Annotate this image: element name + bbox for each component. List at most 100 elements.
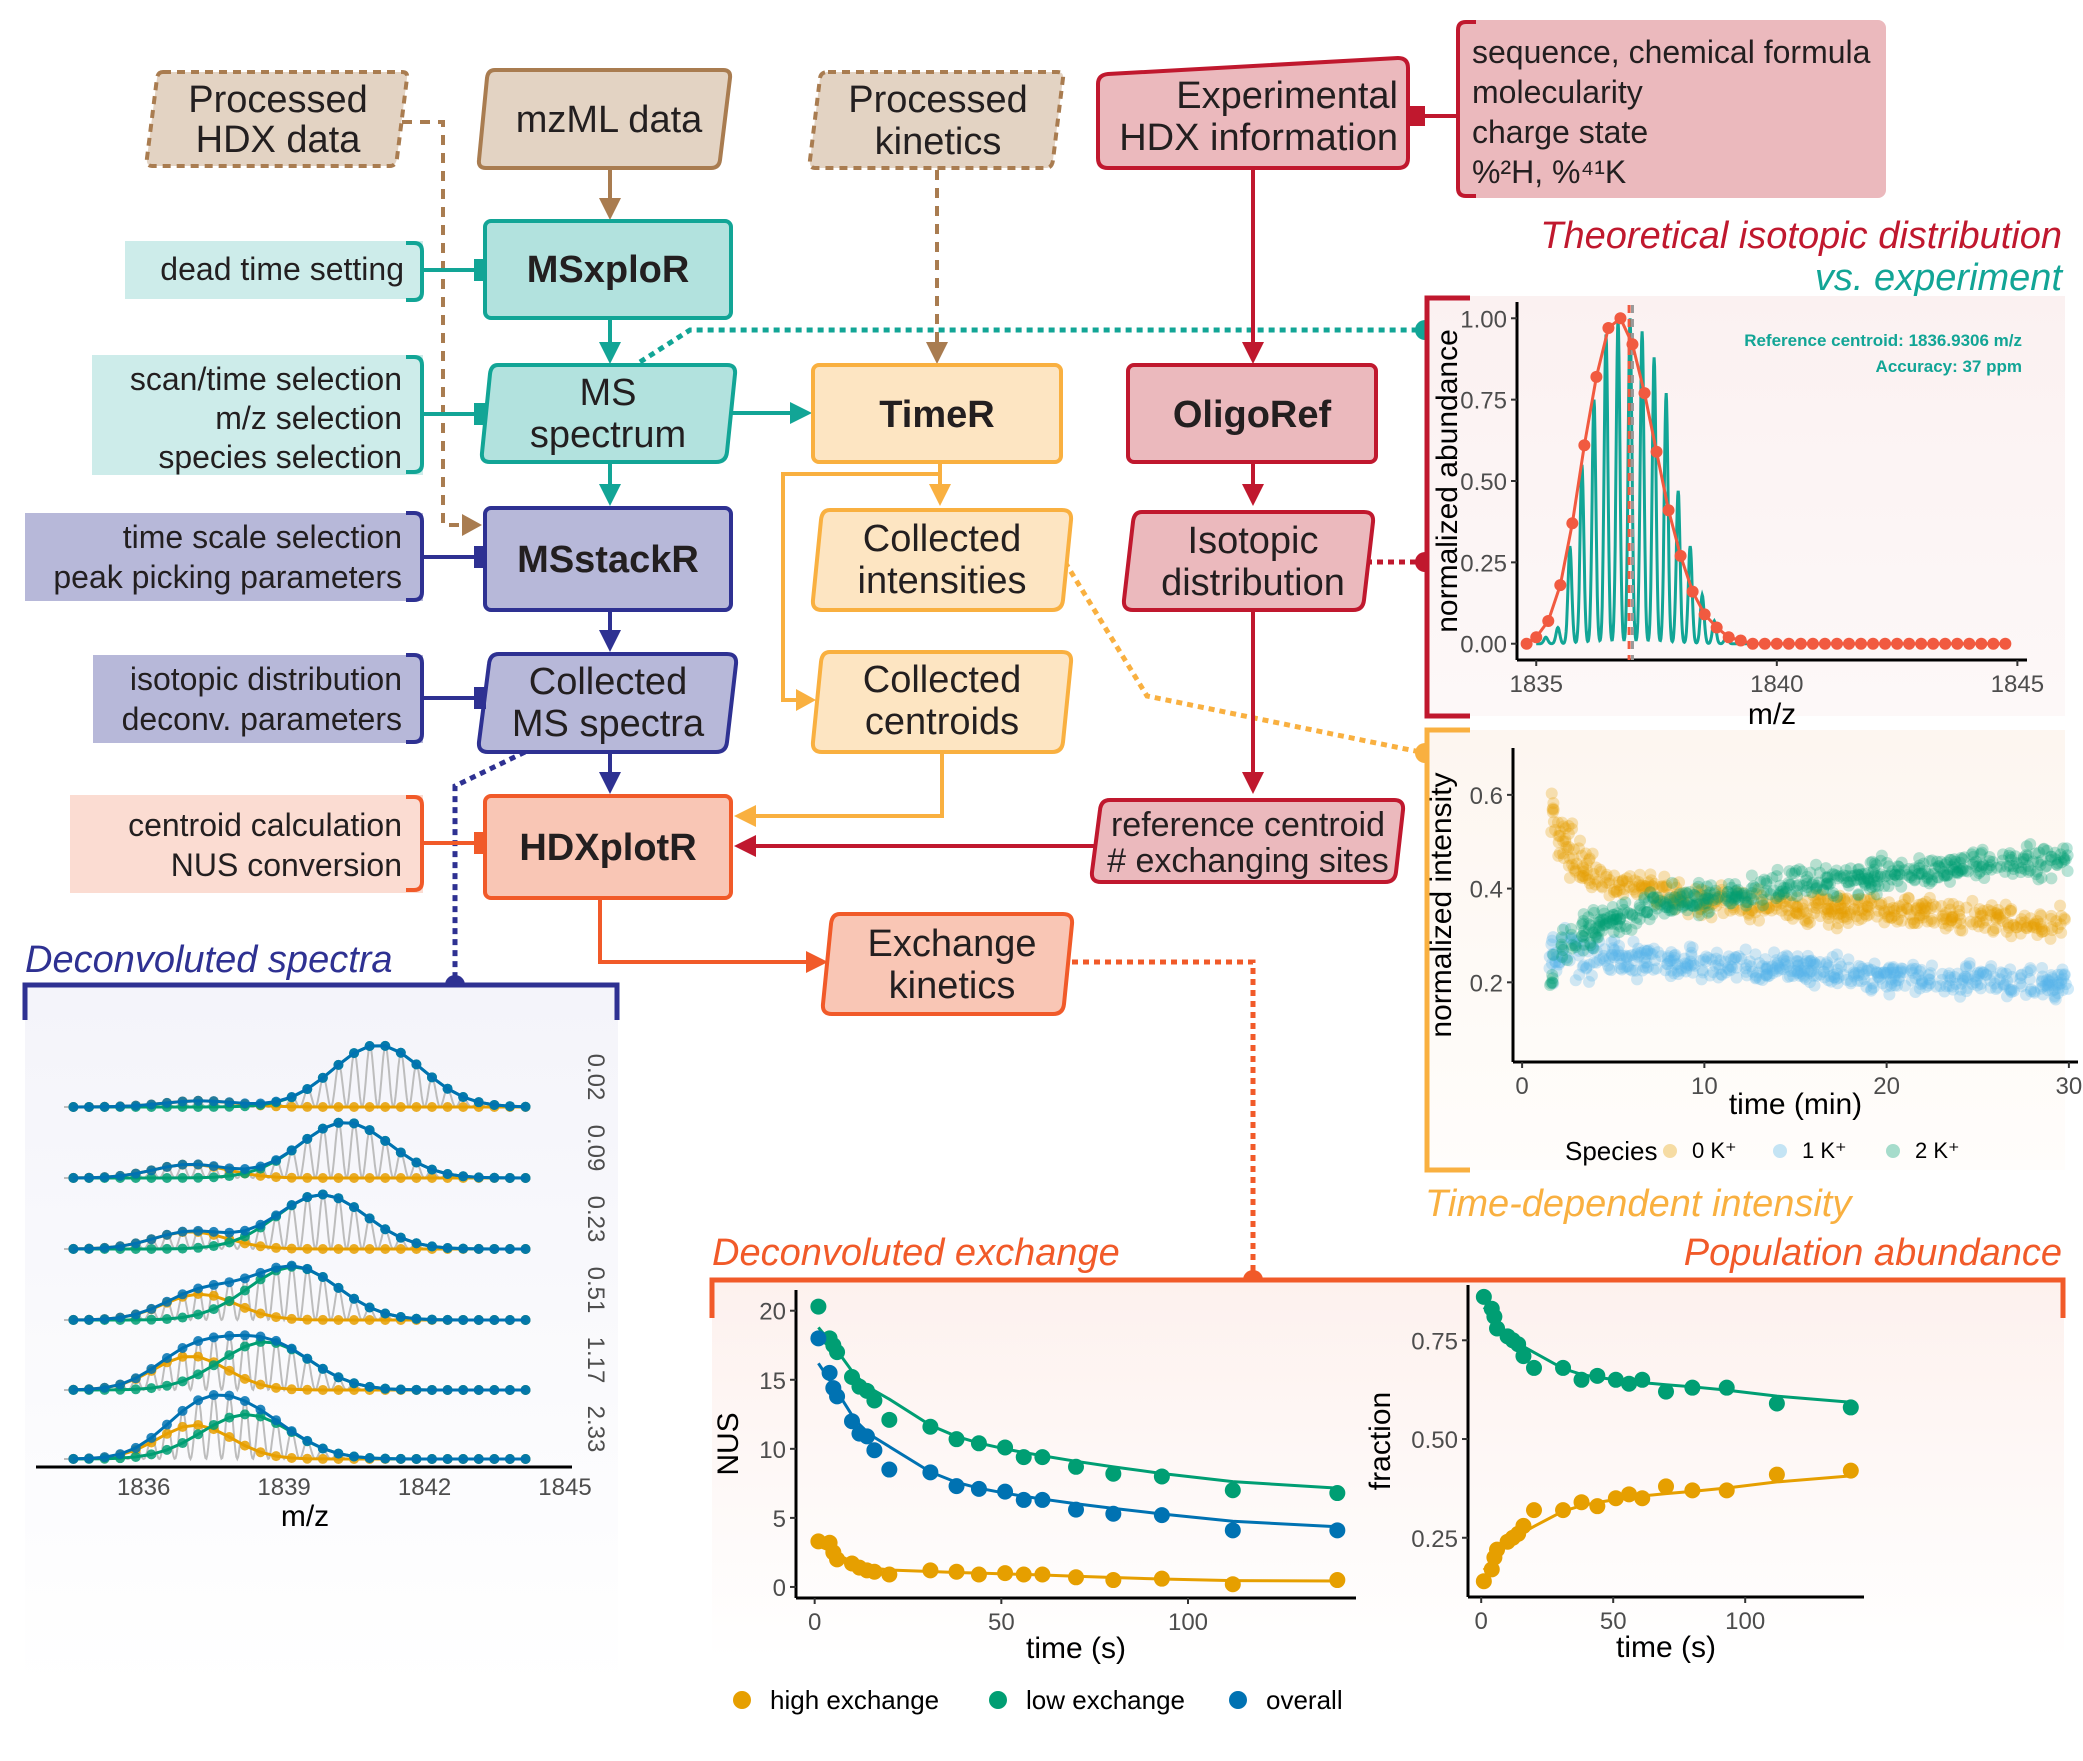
data-point: [1586, 941, 1599, 954]
node-collected-centroids[interactable]: Collected centroids: [810, 650, 1074, 754]
data-point: [1976, 916, 1989, 929]
node-collected-ms-spectra[interactable]: Collected MS spectra: [476, 652, 739, 754]
data-point: [1851, 868, 1864, 881]
node-mzml-data[interactable]: mzML data: [476, 68, 733, 170]
data-point: [1977, 904, 1990, 917]
data-point: [1852, 966, 1865, 979]
data-point: [1634, 904, 1647, 917]
node-msstackr[interactable]: MSstackR: [483, 506, 733, 612]
data-point: [1749, 948, 1762, 961]
node-msxplor[interactable]: MSxploR: [483, 219, 733, 320]
data-point: [1556, 951, 1569, 964]
data-point: [1555, 1502, 1572, 1519]
data-point: [1956, 853, 1969, 866]
param-item: m/z selection: [215, 400, 402, 436]
data-point: [1614, 952, 1627, 965]
data-point: [1629, 964, 1642, 977]
data-point: [1842, 953, 1855, 966]
data-point: [1922, 969, 1935, 982]
bracket-kinetics: [709, 1277, 2066, 1318]
data-point: [2037, 843, 2050, 856]
data-point: [1545, 826, 1558, 839]
data-point: [1614, 920, 1627, 933]
data-point: [1936, 913, 1949, 926]
data-point: [1752, 883, 1765, 896]
node-label: Collected intensities: [858, 518, 1027, 602]
node-hdxplotr[interactable]: HDXplotR: [483, 794, 733, 900]
overall-point: [83, 1314, 94, 1325]
data-point: [2048, 991, 2061, 1004]
node-reference-centroid[interactable]: reference centroid # exchanging sites: [1089, 798, 1406, 884]
data-point: [1555, 931, 1568, 944]
data-point: [1827, 886, 1840, 899]
param-item: sequence, chemical formula: [1472, 34, 1871, 70]
data-point: [1908, 873, 1921, 886]
data-point: [1620, 960, 1633, 973]
label-line: reference centroid: [1111, 806, 1385, 844]
node-timer[interactable]: TimeR: [811, 363, 1063, 464]
data-point: [1604, 910, 1617, 923]
data-point: [1832, 971, 1845, 984]
node-ms-spectrum[interactable]: MS spectrum: [479, 363, 738, 464]
data-point: [1973, 915, 1986, 928]
data-point: [1722, 963, 1735, 976]
data-point: [1685, 946, 1698, 959]
data-point: [1797, 905, 1810, 918]
data-point: [1809, 958, 1822, 971]
param-box-experimental[interactable]: sequence, chemical formulamolecularitych…: [1456, 20, 1886, 198]
data-point: [1582, 918, 1595, 931]
data-point: [1796, 902, 1809, 915]
y-axis-label: NUS: [712, 1412, 745, 1475]
data-point: [1834, 907, 1847, 920]
high-exchange-point: [271, 1451, 282, 1462]
data-point: [1665, 964, 1678, 977]
data-point: [1621, 1375, 1638, 1392]
node-processed-kinetics[interactable]: Processed kinetics: [807, 70, 1066, 170]
data-point: [1932, 860, 1945, 873]
data-point: [1987, 925, 2000, 938]
overall-point: [83, 1384, 94, 1395]
data-point: [1595, 880, 1608, 893]
data-point: [1641, 945, 1654, 958]
data-point: [2010, 921, 2023, 934]
param-box-msxplor[interactable]: dead time setting: [125, 241, 486, 302]
data-point: [1556, 923, 1569, 936]
data-point: [1770, 870, 1783, 883]
overall-point: [411, 1059, 422, 1070]
data-point: [1984, 963, 1997, 976]
data-point: [2041, 844, 2054, 857]
data-point: [1956, 974, 1969, 987]
data-point: [829, 1388, 846, 1405]
overall-point: [302, 1084, 313, 1095]
data-point: [1905, 869, 1918, 882]
node-processed-hdx-data[interactable]: Processed HDX data: [144, 70, 410, 168]
data-point: [1916, 975, 1929, 988]
data-point: [1853, 869, 1866, 882]
node-experimental-hdx-information[interactable]: Experimental HDX information: [1096, 55, 1410, 170]
data-point: [1883, 905, 1896, 918]
data-point: [1980, 968, 1993, 981]
label-line: Processed: [188, 79, 368, 121]
node-exchange-kinetics[interactable]: Exchange kinetics: [820, 912, 1075, 1016]
node-label: Isotopic distribution: [1161, 520, 1345, 604]
data-point: [1562, 859, 1575, 872]
data-point: [1582, 922, 1595, 935]
overall-point: [380, 1308, 391, 1319]
theoretical-point: [1698, 608, 1711, 621]
y-tick-label: 0.00: [1460, 632, 1507, 659]
low-exchange-point: [161, 1444, 172, 1455]
node-oligoref[interactable]: OligoRef: [1126, 363, 1378, 464]
data-point: [2047, 973, 2060, 986]
data-point: [1832, 911, 1845, 924]
data-point: [1841, 892, 1854, 905]
data-point: [1585, 969, 1598, 982]
legend-swatch: [733, 1691, 751, 1709]
data-point: [1702, 951, 1715, 964]
data-point: [1068, 1501, 1084, 1518]
node-isotopic-distribution[interactable]: Isotopic distribution: [1121, 510, 1376, 612]
node-collected-intensities[interactable]: Collected intensities: [810, 508, 1074, 612]
